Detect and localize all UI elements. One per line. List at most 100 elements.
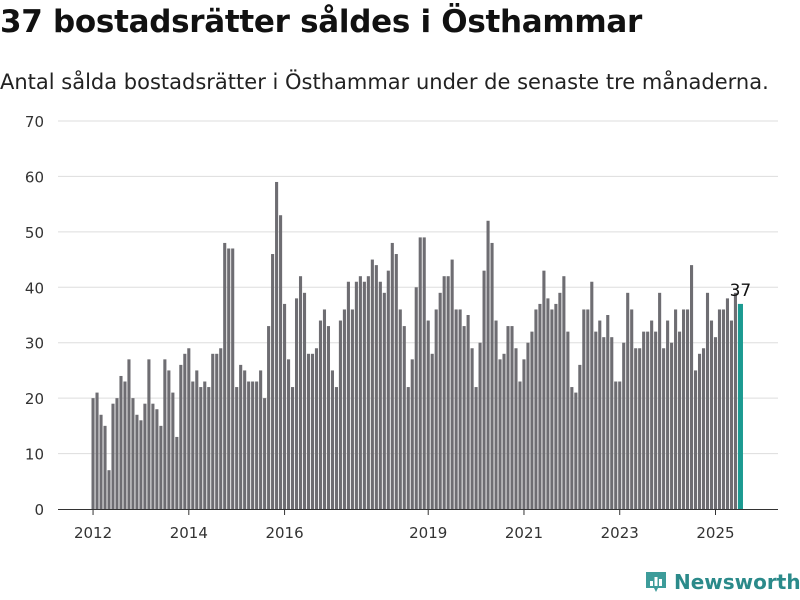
bar bbox=[430, 353, 434, 509]
bar bbox=[662, 348, 666, 509]
bar bbox=[602, 337, 606, 509]
bar bbox=[394, 254, 398, 509]
bar bbox=[103, 425, 107, 509]
bar bbox=[179, 364, 183, 509]
bar bbox=[183, 353, 187, 509]
bar bbox=[135, 414, 139, 509]
bar bbox=[654, 331, 658, 509]
bar bbox=[546, 298, 550, 509]
bar bbox=[167, 370, 171, 509]
bar bbox=[306, 353, 311, 509]
chart-annotations: 37 bbox=[730, 281, 752, 301]
bar bbox=[650, 320, 654, 509]
bar bbox=[251, 381, 255, 509]
bar bbox=[398, 309, 402, 509]
bar bbox=[298, 276, 303, 509]
bar bbox=[434, 309, 438, 509]
bar bbox=[354, 281, 358, 509]
bar bbox=[709, 320, 714, 509]
bar bbox=[171, 392, 175, 509]
bar bbox=[123, 381, 127, 509]
bar bbox=[658, 292, 662, 509]
bar bbox=[670, 342, 674, 509]
bar bbox=[378, 281, 382, 509]
bar bbox=[626, 292, 630, 509]
bar bbox=[721, 309, 726, 509]
bar bbox=[131, 398, 135, 509]
bar bbox=[582, 309, 586, 509]
bar bbox=[526, 342, 530, 509]
bar bbox=[498, 359, 502, 509]
y-tick-label: 0 bbox=[34, 501, 44, 519]
bar bbox=[326, 326, 331, 509]
y-tick-label: 50 bbox=[25, 224, 44, 242]
bar bbox=[713, 337, 718, 509]
bar bbox=[482, 270, 486, 509]
bar bbox=[686, 309, 690, 509]
bar bbox=[243, 370, 247, 509]
bar bbox=[682, 309, 686, 509]
bar bbox=[374, 265, 378, 509]
bar bbox=[486, 220, 490, 509]
bar bbox=[570, 387, 574, 509]
bar bbox=[666, 320, 670, 509]
bar bbox=[115, 398, 119, 509]
bar bbox=[566, 331, 570, 509]
bar bbox=[406, 387, 410, 509]
bar bbox=[578, 364, 582, 509]
bar bbox=[502, 353, 506, 509]
bar bbox=[291, 387, 295, 509]
bar bbox=[470, 348, 474, 509]
bar bbox=[139, 420, 143, 509]
bar bbox=[458, 309, 462, 509]
bar bbox=[725, 298, 730, 509]
bar bbox=[606, 315, 610, 509]
bar bbox=[107, 470, 111, 509]
bar bbox=[562, 276, 566, 509]
bar bbox=[446, 276, 450, 509]
bar bbox=[199, 387, 203, 509]
chart-bars bbox=[91, 181, 743, 509]
x-tick-label: 2025 bbox=[696, 524, 734, 542]
y-tick-label: 60 bbox=[25, 168, 44, 186]
bar bbox=[95, 392, 99, 509]
newsworthy-logo-icon bbox=[646, 572, 666, 592]
bar bbox=[530, 331, 534, 509]
bar bbox=[534, 309, 538, 509]
x-tick-label: 2016 bbox=[265, 524, 303, 542]
y-tick-label: 10 bbox=[25, 446, 44, 464]
bar bbox=[219, 348, 223, 509]
bar bbox=[271, 254, 275, 509]
bar bbox=[622, 342, 626, 509]
x-tick-label: 2019 bbox=[409, 524, 447, 542]
bar bbox=[382, 292, 386, 509]
bar bbox=[346, 281, 350, 509]
bar bbox=[119, 375, 123, 509]
bar bbox=[350, 309, 354, 509]
bar bbox=[630, 309, 634, 509]
bar bbox=[294, 298, 299, 509]
bar bbox=[514, 348, 518, 509]
y-tick-label: 30 bbox=[25, 335, 44, 353]
bar bbox=[147, 359, 151, 509]
bar bbox=[538, 303, 542, 509]
bar bbox=[362, 281, 366, 509]
bar bbox=[175, 436, 179, 509]
bar bbox=[318, 320, 323, 509]
bar bbox=[614, 381, 618, 509]
bar bbox=[594, 331, 598, 509]
bar bbox=[642, 331, 646, 509]
bar bbox=[438, 292, 442, 509]
bar bbox=[255, 381, 259, 509]
bar bbox=[590, 281, 594, 509]
bar bbox=[554, 303, 558, 509]
bar bbox=[693, 370, 698, 509]
bar bbox=[143, 403, 147, 509]
bar bbox=[211, 353, 215, 509]
bar bbox=[474, 387, 478, 509]
bar bbox=[426, 320, 430, 509]
bar bbox=[267, 326, 271, 509]
bar bbox=[697, 353, 702, 509]
bar bbox=[598, 320, 602, 509]
bar bbox=[450, 259, 454, 509]
